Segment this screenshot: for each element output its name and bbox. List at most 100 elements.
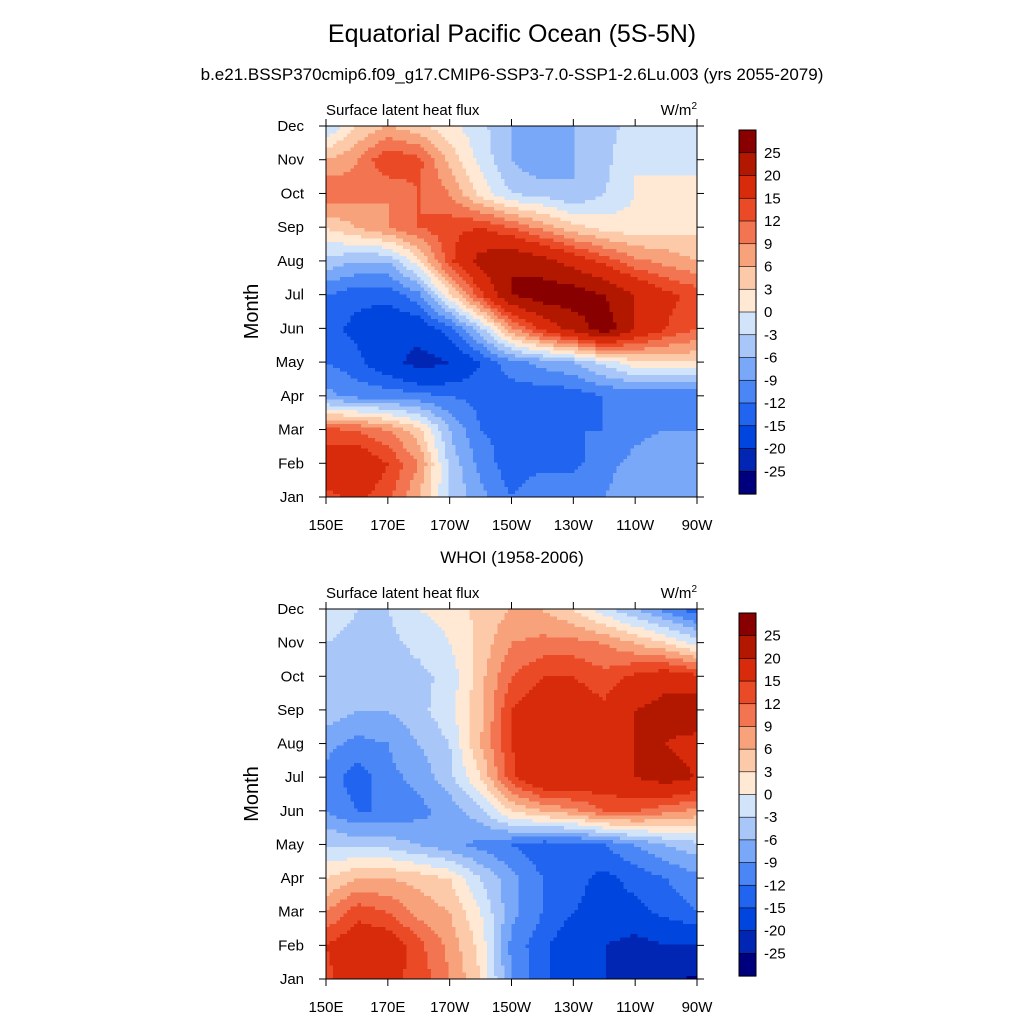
heatmap-cell: [522, 350, 526, 354]
heatmap-cell: [407, 357, 411, 361]
heatmap-cell: [543, 403, 547, 407]
heatmap-cell: [540, 396, 544, 400]
heatmap-cell: [690, 361, 694, 365]
heatmap-cell: [585, 487, 589, 491]
heatmap-cell: [477, 389, 481, 393]
heatmap-cell: [484, 410, 488, 414]
heatmap-cell: [424, 375, 428, 379]
heatmap-cell: [344, 455, 348, 459]
heatmap-cell: [578, 396, 582, 400]
heatmap-cell: [543, 406, 547, 410]
heatmap-cell: [557, 427, 561, 431]
heatmap-cell: [634, 382, 638, 386]
heatmap-cell: [554, 350, 558, 354]
heatmap-cell: [592, 371, 596, 375]
heatmap-cell: [344, 410, 348, 414]
heatmap-cell: [372, 417, 376, 421]
heatmap-cell: [498, 476, 502, 480]
heatmap-cell: [417, 396, 421, 400]
heatmap-cell: [393, 469, 397, 473]
heatmap-cell: [522, 452, 526, 456]
heatmap-cell: [662, 434, 666, 438]
heatmap-cell: [428, 420, 432, 424]
heatmap-cell: [372, 487, 376, 491]
heatmap-cell: [613, 350, 617, 354]
heatmap-cell: [379, 368, 383, 372]
heatmap-cell: [463, 452, 467, 456]
heatmap-cell: [624, 459, 628, 463]
heatmap-cell: [648, 487, 652, 491]
heatmap-cell: [340, 406, 344, 410]
heatmap-cell: [620, 480, 624, 484]
heatmap-cell: [379, 403, 383, 407]
heatmap-cell: [487, 361, 491, 365]
heatmap-cell: [508, 462, 512, 466]
heatmap-cell: [333, 452, 337, 456]
heatmap-cell: [382, 368, 386, 372]
heatmap-cell: [568, 427, 572, 431]
heatmap-cell: [515, 480, 519, 484]
heatmap-cell: [393, 385, 397, 389]
heatmap-cell: [631, 371, 635, 375]
heatmap-cell: [582, 333, 586, 337]
heatmap-cell: [431, 357, 435, 361]
heatmap-cell: [673, 417, 677, 421]
heatmap-cell: [463, 445, 467, 449]
heatmap-cell: [578, 462, 582, 466]
heatmap-cell: [354, 452, 358, 456]
heatmap-cell: [396, 431, 400, 435]
heatmap-cell: [592, 368, 596, 372]
heatmap-cell: [634, 483, 638, 487]
heatmap-cell: [526, 452, 530, 456]
heatmap-cell: [561, 368, 565, 372]
heatmap-cell: [428, 445, 432, 449]
heatmap-cell: [578, 378, 582, 382]
heatmap-cell: [673, 480, 677, 484]
heatmap-cell: [592, 364, 596, 368]
heatmap-cell: [578, 448, 582, 452]
heatmap-cell: [330, 350, 334, 354]
heatmap-cell: [379, 445, 383, 449]
heatmap-cell: [589, 424, 593, 428]
heatmap-cell: [487, 452, 491, 456]
heatmap-cell: [344, 361, 348, 365]
heatmap-cell: [568, 396, 572, 400]
heatmap-cell: [505, 438, 509, 442]
heatmap-cell: [372, 452, 376, 456]
heatmap-cell: [596, 448, 600, 452]
heatmap-cell: [666, 466, 670, 470]
heatmap-cell: [452, 392, 456, 396]
heatmap-cell: [470, 420, 474, 424]
heatmap-cell: [491, 459, 495, 463]
heatmap-cell: [631, 427, 635, 431]
heatmap-cell: [655, 371, 659, 375]
heatmap-cell: [533, 371, 537, 375]
heatmap-cell: [442, 445, 446, 449]
heatmap-cell: [414, 483, 418, 487]
heatmap-cell: [512, 417, 516, 421]
heatmap-cell: [529, 480, 533, 484]
heatmap-cell: [662, 343, 666, 347]
heatmap-cell: [561, 396, 565, 400]
heatmap-cell: [641, 350, 645, 354]
heatmap-cell: [372, 466, 376, 470]
heatmap-cell: [571, 434, 575, 438]
heatmap-cell: [634, 361, 638, 365]
heatmap-cell: [396, 438, 400, 442]
heatmap-cell: [582, 434, 586, 438]
heatmap-cell: [557, 385, 561, 389]
heatmap-cell: [498, 343, 502, 347]
heatmap-cell: [375, 389, 379, 393]
heatmap-cell: [620, 413, 624, 417]
heatmap-cell: [687, 452, 691, 456]
heatmap-cell: [645, 385, 649, 389]
heatmap-cell: [683, 448, 687, 452]
heatmap-cell: [421, 420, 425, 424]
heatmap-cell: [340, 403, 344, 407]
heatmap-cell: [347, 392, 351, 396]
heatmap-cell: [365, 441, 369, 445]
heatmap-cell: [368, 399, 372, 403]
heatmap-cell: [648, 490, 652, 494]
heatmap-cell: [396, 420, 400, 424]
heatmap-cell: [561, 473, 565, 477]
